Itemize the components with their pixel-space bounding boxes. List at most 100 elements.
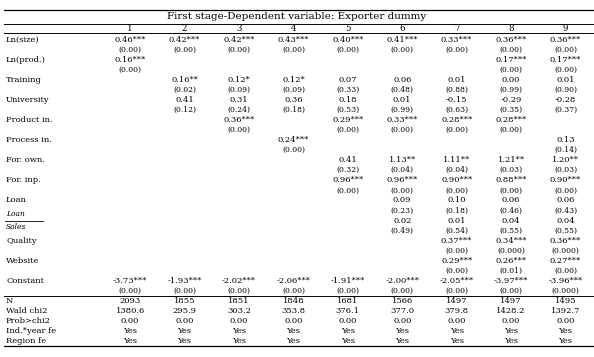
Text: Region fe: Region fe <box>6 337 46 345</box>
Text: 0.16***: 0.16*** <box>115 56 146 64</box>
Text: 377.0: 377.0 <box>390 307 414 315</box>
Text: -1.91***: -1.91*** <box>331 277 365 285</box>
Text: 0.33***: 0.33*** <box>441 35 472 44</box>
Text: 0.34***: 0.34*** <box>495 237 527 245</box>
Text: (0.00): (0.00) <box>282 146 305 154</box>
Text: 0.42***: 0.42*** <box>223 35 255 44</box>
Text: 1380.6: 1380.6 <box>115 307 145 315</box>
Text: 0.40***: 0.40*** <box>332 35 364 44</box>
Text: 0.16**: 0.16** <box>171 76 198 84</box>
Text: (0.23): (0.23) <box>391 207 414 215</box>
Text: 1.21**: 1.21** <box>498 156 525 164</box>
Text: (0.02): (0.02) <box>173 86 196 94</box>
Text: (0.00): (0.00) <box>336 46 359 54</box>
Text: (0.000): (0.000) <box>552 247 579 255</box>
Text: Yes: Yes <box>232 337 246 345</box>
Text: 4: 4 <box>290 24 296 33</box>
Text: -3.96***: -3.96*** <box>548 277 583 285</box>
Text: (0.18): (0.18) <box>282 106 305 114</box>
Text: (0.00): (0.00) <box>391 287 414 295</box>
Text: Yes: Yes <box>286 327 301 335</box>
Text: 0.06: 0.06 <box>502 196 520 205</box>
Text: Yes: Yes <box>558 337 573 345</box>
Text: 0.31: 0.31 <box>230 96 248 104</box>
Text: (0.00): (0.00) <box>445 287 468 295</box>
Text: 0.04: 0.04 <box>502 217 520 225</box>
Text: 1497: 1497 <box>446 297 467 305</box>
Text: 1497: 1497 <box>500 297 522 305</box>
Text: 0.12*: 0.12* <box>282 76 305 84</box>
Text: (0.00): (0.00) <box>391 46 414 54</box>
Text: 0.12*: 0.12* <box>228 76 250 84</box>
Text: (0.55): (0.55) <box>554 227 577 235</box>
Text: (0.00): (0.00) <box>500 66 523 74</box>
Text: 0.04: 0.04 <box>556 217 575 225</box>
Text: (0.00): (0.00) <box>554 267 577 275</box>
Text: University: University <box>6 96 50 104</box>
Text: 0.00: 0.00 <box>557 317 574 325</box>
Text: 0.41***: 0.41*** <box>387 35 418 44</box>
Text: (0.33): (0.33) <box>336 86 359 94</box>
Text: (0.00): (0.00) <box>336 186 359 195</box>
Text: (0.00): (0.00) <box>119 287 141 295</box>
Text: (0.000): (0.000) <box>497 247 525 255</box>
Text: 0.00: 0.00 <box>230 317 248 325</box>
Text: For. inp.: For. inp. <box>6 176 41 184</box>
Text: (0.04): (0.04) <box>445 166 468 174</box>
Text: Yes: Yes <box>504 337 518 345</box>
Text: (0.00): (0.00) <box>336 126 359 134</box>
Text: (0.18): (0.18) <box>445 207 468 215</box>
Text: 0.13: 0.13 <box>556 136 575 144</box>
Text: Yes: Yes <box>178 327 191 335</box>
Text: Yes: Yes <box>341 327 355 335</box>
Text: 0.29***: 0.29*** <box>332 116 364 124</box>
Text: Sales: Sales <box>6 223 26 231</box>
Text: 0.41: 0.41 <box>175 96 194 104</box>
Text: 0.07: 0.07 <box>339 76 357 84</box>
Text: (0.48): (0.48) <box>391 86 414 94</box>
Text: 0.36***: 0.36*** <box>550 237 581 245</box>
Text: Yes: Yes <box>341 337 355 345</box>
Text: Constant: Constant <box>6 277 44 285</box>
Text: 0.00: 0.00 <box>393 317 412 325</box>
Text: 0.00: 0.00 <box>284 317 302 325</box>
Text: Process in.: Process in. <box>6 136 52 144</box>
Text: 2: 2 <box>182 24 187 33</box>
Text: 1: 1 <box>127 24 133 33</box>
Text: Yes: Yes <box>504 327 518 335</box>
Text: 0.00: 0.00 <box>175 317 194 325</box>
Text: 0.02: 0.02 <box>393 217 412 225</box>
Text: Prob>chi2: Prob>chi2 <box>6 317 51 325</box>
Text: 0.09: 0.09 <box>393 196 412 205</box>
Text: (0.00): (0.00) <box>391 186 414 195</box>
Text: First stage-Dependent variable: Exporter dummy: First stage-Dependent variable: Exporter… <box>168 12 426 21</box>
Text: 1392.7: 1392.7 <box>551 307 580 315</box>
Text: Loan: Loan <box>6 196 27 205</box>
Text: -2.02***: -2.02*** <box>222 277 256 285</box>
Text: 0.36: 0.36 <box>284 96 302 104</box>
Text: Yes: Yes <box>450 337 464 345</box>
Text: 379.8: 379.8 <box>444 307 469 315</box>
Text: 0.37***: 0.37*** <box>441 237 472 245</box>
Text: Product in.: Product in. <box>6 116 53 124</box>
Text: 0.43***: 0.43*** <box>277 35 309 44</box>
Text: -2.05***: -2.05*** <box>440 277 474 285</box>
Text: (0.43): (0.43) <box>554 207 577 215</box>
Text: 0.06: 0.06 <box>557 196 574 205</box>
Text: (0.00): (0.00) <box>500 287 523 295</box>
Text: 0.10: 0.10 <box>447 196 466 205</box>
Text: (0.00): (0.00) <box>228 287 251 295</box>
Text: (0.03): (0.03) <box>554 166 577 174</box>
Text: Yes: Yes <box>450 327 464 335</box>
Text: 0.01: 0.01 <box>556 76 575 84</box>
Text: 0.00: 0.00 <box>339 317 357 325</box>
Text: 0.01: 0.01 <box>447 76 466 84</box>
Text: 1566: 1566 <box>391 297 413 305</box>
Text: 0.17***: 0.17*** <box>495 56 527 64</box>
Text: Yes: Yes <box>286 337 301 345</box>
Text: 0.17***: 0.17*** <box>550 56 581 64</box>
Text: -3.97***: -3.97*** <box>494 277 528 285</box>
Text: (0.00): (0.00) <box>391 126 414 134</box>
Text: 0.36***: 0.36*** <box>550 35 581 44</box>
Text: 0.24***: 0.24*** <box>278 136 309 144</box>
